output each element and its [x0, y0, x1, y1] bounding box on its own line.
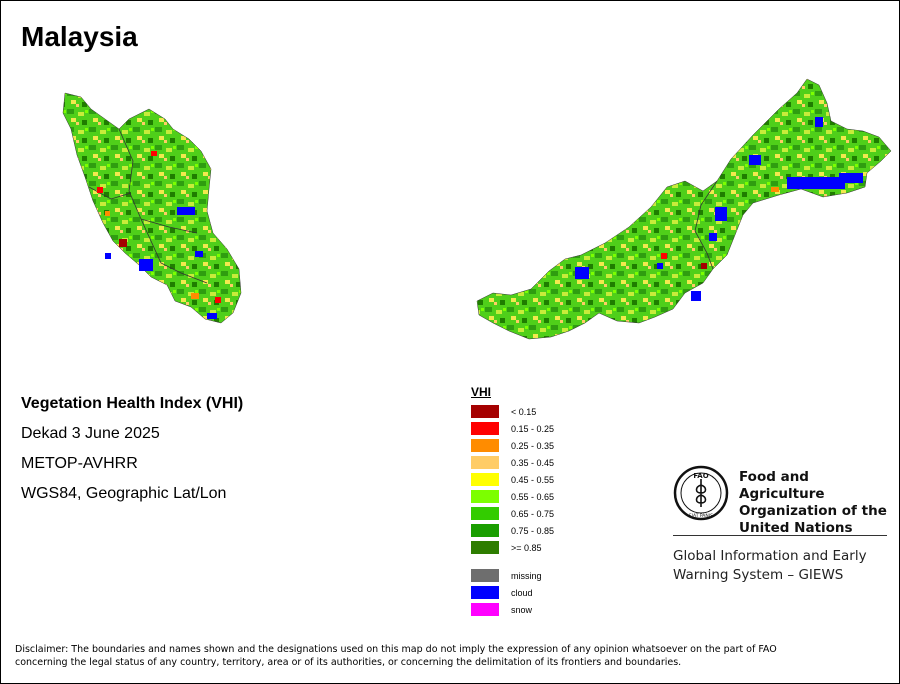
legend-row: missing	[471, 567, 554, 584]
legend-label: 0.55 - 0.65	[511, 491, 555, 502]
legend-label: missing	[511, 570, 542, 581]
legend-label: 0.65 - 0.75	[511, 508, 555, 519]
disclaimer-line2: concerning the legal status of any count…	[15, 657, 682, 668]
legend-swatch	[471, 490, 499, 503]
legend-row: < 0.15	[471, 403, 554, 420]
legend-label: snow	[511, 604, 533, 615]
legend-label: 0.35 - 0.45	[511, 457, 555, 468]
legend-label: >= 0.85	[511, 542, 542, 553]
admin-boundaries	[88, 128, 718, 284]
fao-branding: FAO FIAT PANIS Food and Agriculture Orga…	[673, 463, 889, 593]
legend-label: 0.15 - 0.25	[511, 423, 555, 434]
legend-row: 0.25 - 0.35	[471, 437, 554, 454]
legend-row: 0.35 - 0.45	[471, 454, 554, 471]
stress-patches	[97, 151, 779, 303]
fao-name-line1: Food and Agriculture	[739, 469, 825, 502]
legend-row: >= 0.85	[471, 539, 554, 556]
legend-swatch	[471, 422, 499, 435]
fao-name-line3: United Nations	[739, 520, 853, 536]
sensor-label: METOP-AVHRR	[21, 455, 138, 472]
fao-logo-icon: FAO FIAT PANIS	[673, 465, 729, 521]
legend-row: 0.75 - 0.85	[471, 522, 554, 539]
projection-label: WGS84, Geographic Lat/Lon	[21, 485, 227, 502]
giews-line1: Global Information and Early	[673, 548, 867, 564]
legend-special: missing cloud snow	[471, 567, 554, 618]
legend-label: 0.75 - 0.85	[511, 525, 555, 536]
fao-divider	[673, 535, 887, 536]
legend-row: 0.55 - 0.65	[471, 488, 554, 505]
fao-logo-letters: FAO	[693, 472, 708, 480]
legend-label: 0.25 - 0.35	[511, 440, 555, 451]
legend-classes: < 0.15 0.15 - 0.25 0.25 - 0.35 0.35 - 0.…	[471, 403, 554, 556]
east-malaysia	[476, 78, 892, 340]
legend-swatch	[471, 569, 499, 582]
legend-title: VHI	[471, 385, 492, 399]
legend-row: snow	[471, 601, 554, 618]
map-title: Malaysia	[21, 21, 138, 52]
giews-name: Global Information and Early Warning Sys…	[673, 547, 867, 585]
fao-name: Food and Agriculture Organization of the…	[739, 469, 889, 537]
legend-swatch	[471, 524, 499, 537]
legend-swatch	[471, 586, 499, 599]
legend-swatch	[471, 456, 499, 469]
disclaimer-line1: Disclaimer: The boundaries and names sho…	[15, 644, 777, 655]
fao-logo-motto: FIAT PANIS	[689, 513, 713, 519]
legend-swatch	[471, 507, 499, 520]
disclaimer: Disclaimer: The boundaries and names sho…	[15, 643, 885, 669]
legend-row: 0.45 - 0.55	[471, 471, 554, 488]
peninsular-malaysia	[62, 92, 242, 324]
fao-name-line2: Organization of the	[739, 503, 887, 519]
vhi-map	[62, 78, 892, 340]
period-label: Dekad 3 June 2025	[21, 425, 160, 442]
legend-swatch	[471, 439, 499, 452]
legend-label: < 0.15	[511, 406, 537, 417]
legend-swatch	[471, 473, 499, 486]
legend-swatch	[471, 603, 499, 616]
legend-swatch	[471, 541, 499, 554]
legend-label: 0.45 - 0.55	[511, 474, 555, 485]
product-name: Vegetation Health Index (VHI)	[21, 395, 244, 412]
legend-swatch	[471, 405, 499, 418]
legend: VHI < 0.15 0.15 - 0.25 0.25 - 0.35 0.35 …	[471, 385, 554, 618]
map-metadata: Vegetation Health Index (VHI) Dekad 3 Ju…	[21, 389, 243, 509]
cloud-patches	[105, 117, 863, 319]
legend-row: 0.15 - 0.25	[471, 420, 554, 437]
legend-row: 0.65 - 0.75	[471, 505, 554, 522]
legend-label: cloud	[511, 587, 533, 598]
legend-gap	[471, 556, 554, 567]
giews-line2: Warning System – GIEWS	[673, 567, 844, 583]
legend-row: cloud	[471, 584, 554, 601]
